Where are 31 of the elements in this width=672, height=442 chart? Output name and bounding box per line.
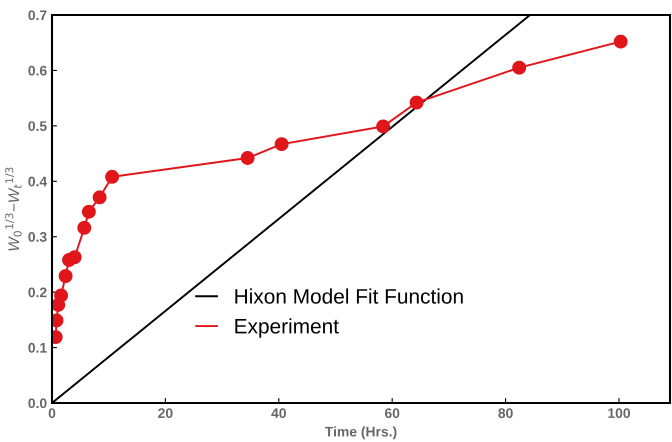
point: [410, 96, 424, 110]
y-axis-title: W$_{0}$$^{1/3}$−W$_{t}$$^{1/3}$: [5, 168, 22, 250]
point: [240, 151, 255, 165]
legend-label: Hixon Model Fit Function: [235, 288, 463, 304]
point: [512, 60, 526, 75]
y-tick-label: 0.6: [28, 66, 47, 76]
x-tick-label: 100: [608, 408, 630, 418]
y-tick-label: 0.0: [28, 398, 47, 408]
point: [105, 170, 120, 184]
point: [54, 288, 68, 302]
x-tick-label: 0: [48, 408, 56, 418]
x-tick-label: 80: [498, 408, 513, 418]
point: [376, 119, 390, 134]
x-tick-label: 40: [271, 408, 286, 418]
point: [274, 137, 289, 152]
point: [68, 250, 82, 264]
y-tick-label: 0.1: [28, 342, 47, 353]
x-tick-label: 20: [158, 408, 173, 418]
y-tick-label: 0.4: [28, 176, 48, 186]
y-tick-label: 0.3: [28, 232, 47, 242]
point: [92, 190, 107, 204]
legend-label: Experiment: [235, 318, 339, 338]
point: [58, 269, 73, 284]
y-tick-label: 0.5: [28, 121, 47, 132]
y-tick-label: 0.7: [28, 10, 47, 20]
x-tick-label: 60: [384, 408, 400, 418]
point: [614, 34, 628, 49]
y-tick-label: 0.2: [28, 287, 47, 298]
point: [82, 204, 96, 219]
x-axis-title: Time (Hrs.): [325, 426, 396, 440]
point: [77, 220, 92, 235]
